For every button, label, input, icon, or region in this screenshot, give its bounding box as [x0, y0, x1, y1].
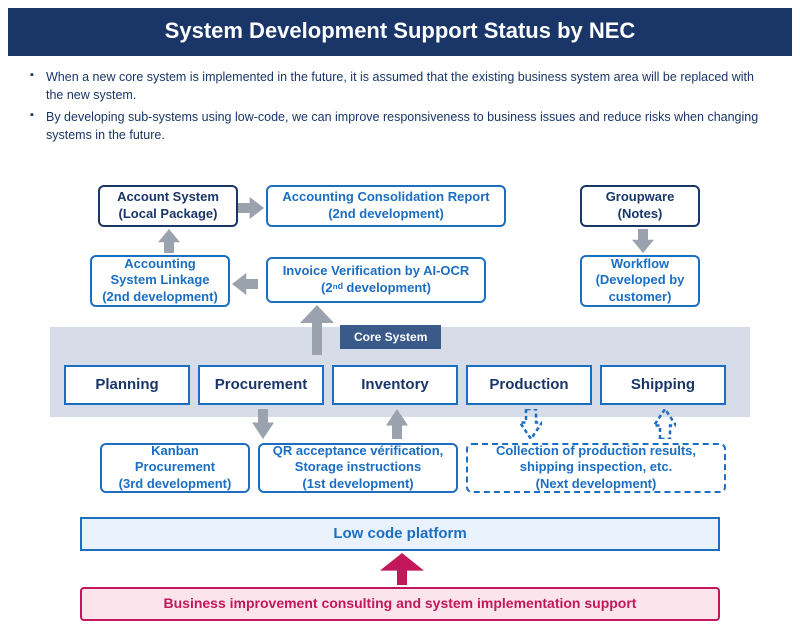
- core-item-2: Inventory: [332, 365, 458, 405]
- arrow-9: [380, 553, 424, 585]
- arrow-4: [300, 305, 334, 355]
- lowcode-bar: Low code platform: [80, 517, 720, 551]
- node-accReport: Accounting Consolidation Report(2nd deve…: [266, 185, 506, 227]
- page-title: System Development Support Status by NEC: [8, 8, 792, 56]
- node-invoice: Invoice Verification by AI-OCR(2ⁿᵈ devel…: [266, 257, 486, 303]
- node-qr: QR acceptance vérification,Storage instr…: [258, 443, 458, 493]
- bullet-item: By developing sub-systems using low-code…: [46, 108, 770, 144]
- node-collection: Collection of production results,shippin…: [466, 443, 726, 493]
- bullet-item: When a new core system is implemented in…: [46, 68, 770, 104]
- node-accLinkage: AccountingSystem Linkage(2nd development…: [90, 255, 230, 307]
- arrow-6: [386, 409, 408, 439]
- arrow-7: [520, 409, 542, 439]
- core-item-1: Procurement: [198, 365, 324, 405]
- arrow-3: [632, 229, 654, 253]
- arrow-2: [232, 273, 258, 295]
- core-item-4: Shipping: [600, 365, 726, 405]
- core-label: Core System: [340, 325, 441, 349]
- diagram-canvas: Core System PlanningProcurementInventoryP…: [0, 155, 800, 635]
- bullet-list: When a new core system is implemented in…: [0, 56, 800, 155]
- arrow-5: [252, 409, 274, 439]
- node-workflow: Workflow(Developed bycustomer): [580, 255, 700, 307]
- node-account: Account System(Local Package): [98, 185, 238, 227]
- core-item-3: Production: [466, 365, 592, 405]
- node-kanban: KanbanProcurement(3rd development): [100, 443, 250, 493]
- core-item-0: Planning: [64, 365, 190, 405]
- arrow-8: [654, 409, 676, 439]
- node-groupware: Groupware(Notes): [580, 185, 700, 227]
- arrow-0: [238, 197, 264, 219]
- consulting-bar: Business improvement consulting and syst…: [80, 587, 720, 621]
- arrow-1: [158, 229, 180, 253]
